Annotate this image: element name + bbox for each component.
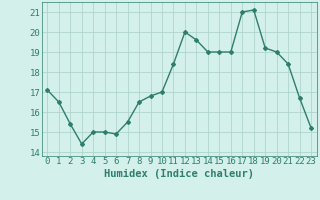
X-axis label: Humidex (Indice chaleur): Humidex (Indice chaleur) [104, 169, 254, 179]
